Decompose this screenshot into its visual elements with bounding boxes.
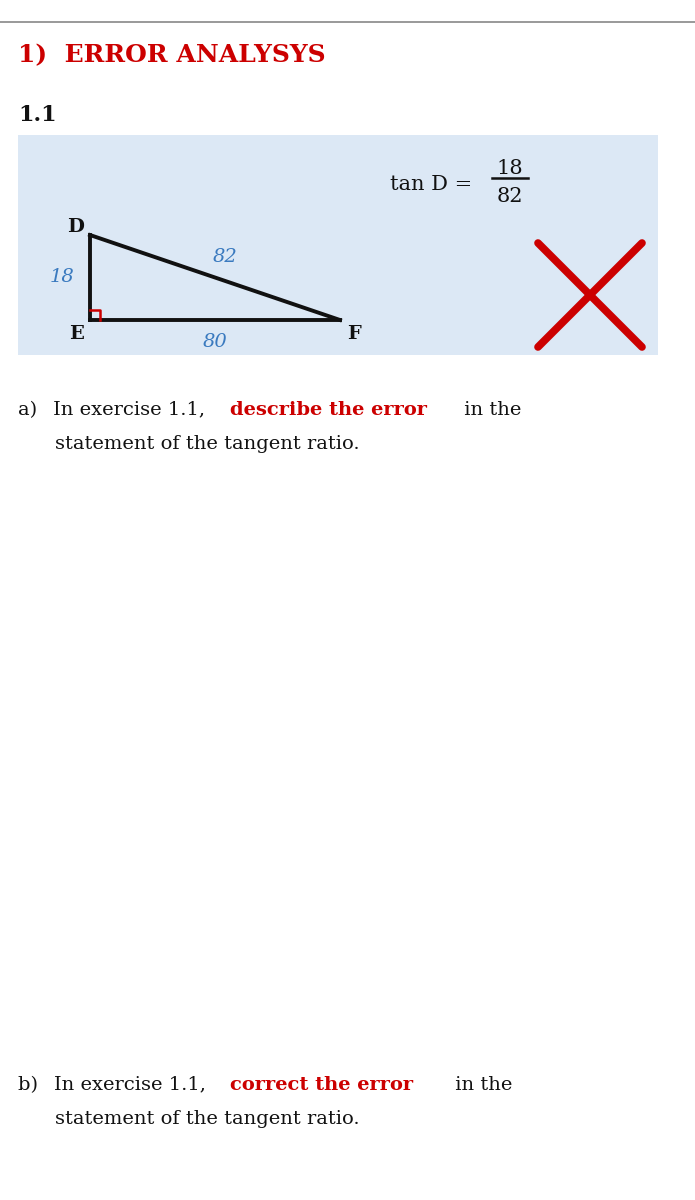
Text: 82: 82: [497, 186, 523, 205]
FancyBboxPatch shape: [18, 134, 658, 355]
Text: E: E: [69, 325, 83, 343]
Text: in the: in the: [458, 401, 521, 419]
Text: correct the error: correct the error: [230, 1076, 413, 1094]
Text: tan D =: tan D =: [390, 175, 479, 194]
Text: 1)  ERROR ANALYSYS: 1) ERROR ANALYSYS: [18, 43, 326, 67]
Text: 18: 18: [497, 158, 523, 178]
Text: 80: 80: [203, 332, 227, 350]
Text: in the: in the: [449, 1076, 512, 1094]
Text: 18: 18: [49, 269, 74, 287]
Text: F: F: [347, 325, 361, 343]
Text: statement of the tangent ratio.: statement of the tangent ratio.: [55, 434, 359, 452]
Text: D: D: [67, 218, 85, 236]
Text: a)  In exercise 1.1,: a) In exercise 1.1,: [18, 401, 215, 419]
Text: describe the error: describe the error: [230, 401, 427, 419]
Text: 82: 82: [213, 248, 238, 266]
Text: statement of the tangent ratio.: statement of the tangent ratio.: [55, 1110, 359, 1128]
Text: b)  In exercise 1.1,: b) In exercise 1.1,: [18, 1076, 215, 1094]
Text: 1.1: 1.1: [18, 104, 56, 126]
